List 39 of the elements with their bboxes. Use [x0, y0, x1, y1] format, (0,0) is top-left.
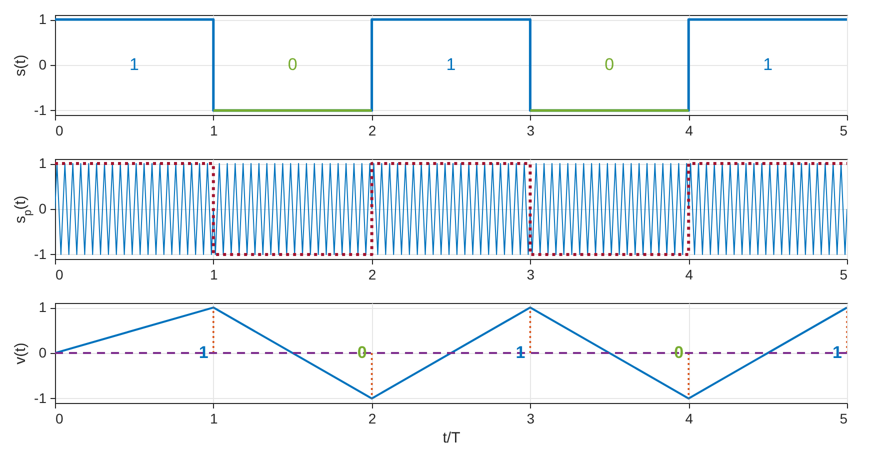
x-tick-label: 3 [526, 266, 535, 282]
annotation: 0 [288, 55, 298, 74]
x-tick-label: 5 [840, 122, 848, 138]
y-tick-label: 0 [38, 56, 47, 72]
x-tick-label: 1 [210, 122, 218, 138]
x-tick-label: 2 [368, 266, 376, 282]
annotation: 1 [763, 55, 773, 74]
y-tick-label: 0 [38, 200, 47, 216]
y-tick-label: -1 [34, 102, 47, 118]
x-tick-label: 0 [56, 410, 64, 426]
x-tick-label: 2 [368, 122, 376, 138]
annotation: 0 [357, 343, 367, 362]
x-tick-label: 3 [526, 122, 535, 138]
y-tick-label: -1 [34, 390, 47, 406]
annotation: 1 [198, 343, 208, 362]
annotation: 0 [674, 343, 684, 362]
annotation: 0 [604, 55, 614, 74]
x-tick-label: 5 [840, 410, 848, 426]
y-axis-title: s(t) [12, 54, 30, 76]
x-tick-label: 2 [368, 410, 376, 426]
y-tick-label: -1 [34, 246, 47, 262]
x-tick-label: 0 [56, 266, 64, 282]
y-tick-label: 1 [38, 155, 47, 172]
annotation: 1 [129, 55, 139, 74]
x-tick-label: 4 [685, 122, 694, 138]
y-tick-label: 1 [38, 299, 47, 316]
annotation: 1 [832, 343, 842, 362]
y-tick-label: 0 [38, 344, 47, 360]
x-tick-label: 1 [210, 266, 218, 282]
annotation: 1 [446, 55, 456, 74]
x-tick-label: 4 [685, 266, 694, 282]
x-tick-label: 5 [840, 266, 848, 282]
y-tick-label: 1 [38, 11, 47, 28]
x-tick-label: 3 [526, 410, 535, 426]
x-tick-label: 0 [56, 122, 64, 138]
x-tick-label: 4 [685, 410, 694, 426]
x-axis-title: t/T [442, 430, 460, 446]
x-tick-label: 1 [210, 410, 218, 426]
y-axis-title: v(t) [12, 342, 30, 364]
